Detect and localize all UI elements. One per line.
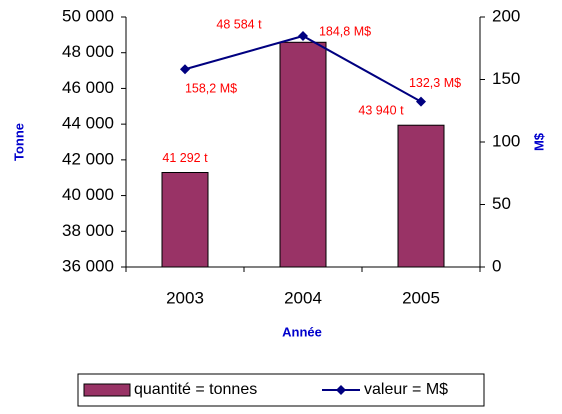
y2-tick-label: 150 (492, 69, 520, 88)
y-tick-label: 40 000 (62, 185, 114, 204)
y-tick-label: 46 000 (62, 78, 114, 97)
y-tick-label: 38 000 (62, 221, 114, 240)
legend-box (77, 373, 485, 407)
x-axis-title: Année (282, 324, 322, 339)
y-tick-label: 50 000 (62, 6, 114, 25)
marker (180, 64, 190, 75)
legend-label: valeur = M$ (364, 381, 448, 398)
y-tick-label: 36 000 (62, 256, 114, 275)
x-tick-label: 2004 (284, 288, 322, 307)
y2-tick-label: 100 (492, 131, 520, 150)
marker (298, 31, 308, 41)
data-label: 41 292 t (162, 151, 208, 165)
y2-tick-label: 0 (492, 256, 501, 275)
y-tick-label: 42 000 (62, 149, 114, 168)
bar (161, 172, 209, 268)
legend-swatch (83, 383, 131, 397)
data-label: 48 584 t (216, 18, 262, 32)
y2-tick-label: 50 (492, 194, 511, 213)
x-tick-label: 2003 (166, 288, 204, 307)
data-label: 132,3 M$ (409, 76, 461, 90)
marker (416, 96, 426, 107)
data-label: 184,8 M$ (319, 24, 371, 38)
bar (279, 41, 327, 268)
y2-axis-title: M$ (531, 132, 546, 151)
y2-tick-label: 200 (492, 6, 520, 25)
x-tick-label: 2005 (402, 288, 440, 307)
bar (397, 124, 445, 268)
y-tick-label: 44 000 (62, 114, 114, 133)
data-label: 158,2 M$ (185, 82, 237, 96)
legend-marker (336, 385, 346, 395)
y-tick-label: 48 000 (62, 42, 114, 61)
legend-label: quantité = tonnes (134, 381, 257, 398)
data-label: 43 940 t (358, 104, 404, 118)
y-axis-title: Tonne (11, 123, 26, 161)
